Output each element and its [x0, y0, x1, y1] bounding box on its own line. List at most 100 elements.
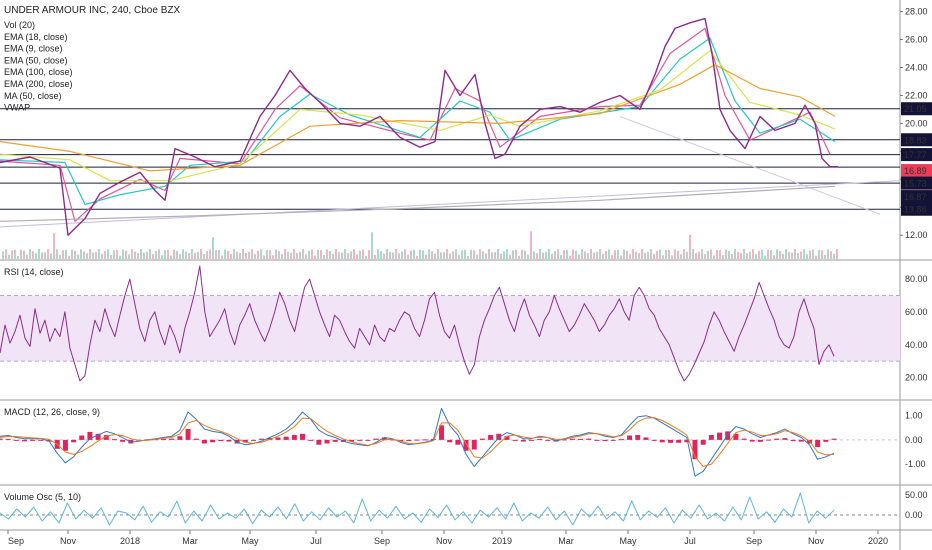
macd-histogram-bar [643, 437, 649, 440]
volume-bar [668, 250, 670, 260]
macd-histogram-bar [242, 439, 248, 443]
price-badge-label-1: 18.83 [904, 135, 927, 145]
volume-bar [209, 249, 211, 260]
volume-bar [269, 250, 271, 260]
volume-bar [107, 249, 109, 260]
volume-bar [617, 249, 619, 260]
volume-bar [137, 253, 139, 260]
volume-bar [782, 253, 784, 260]
volume-bar [572, 249, 574, 260]
volume-bar [383, 253, 385, 260]
macd-histogram-bar [87, 431, 93, 440]
volume-bar [407, 254, 409, 260]
volume-bar [173, 249, 175, 260]
volume-osc-tick-1: 50.00 [905, 490, 928, 500]
volume-bar [155, 250, 157, 260]
volume-bar [95, 252, 97, 260]
macd-histogram-bar [496, 433, 502, 440]
macd-histogram-bar [708, 435, 714, 440]
volume-bar [716, 250, 718, 260]
volume-bar [803, 249, 805, 260]
volume-bar [749, 251, 751, 260]
macd-histogram-bar [447, 439, 453, 443]
macd-histogram-bar [463, 439, 469, 451]
volume-bar [818, 249, 820, 260]
volume-bar [743, 249, 745, 260]
macd-histogram-bar [757, 439, 763, 442]
volume-bar [761, 249, 763, 260]
macd-histogram-bar [504, 436, 510, 440]
volume-bar [380, 251, 382, 260]
volume-bar [338, 252, 340, 260]
volume-bar [437, 249, 439, 260]
volume-bar [755, 254, 757, 260]
volume-bar [191, 249, 193, 260]
volume-bar [611, 255, 613, 260]
volume-bar [116, 249, 118, 260]
macd-histogram-bar [128, 439, 134, 444]
macd-histogram-bar [831, 438, 837, 440]
volume-bar [167, 249, 169, 260]
rsi-tick-2: 60.00 [905, 307, 928, 317]
volume-bar [467, 255, 469, 260]
volume-bar [710, 249, 712, 260]
volume-bar [479, 249, 481, 260]
volume-bar [26, 254, 28, 260]
volume-bar [308, 250, 310, 260]
macd-histogram-bar [349, 439, 355, 442]
price-badge-label-2: 17.77 [904, 150, 927, 160]
volume-bar [230, 254, 232, 260]
volume-bar [455, 249, 457, 260]
volume-bar [275, 249, 277, 260]
volume-bar [791, 252, 793, 260]
series-line-1 [0, 37, 836, 206]
macd-histogram-bar [111, 439, 117, 441]
macd-histogram-bar [22, 439, 28, 442]
macd-histogram-bar [283, 436, 289, 440]
macd-line [0, 407, 835, 477]
volume-bar [488, 249, 490, 260]
price-tick-6: 24.00 [905, 63, 928, 73]
volume-bar [80, 249, 82, 260]
volume-bar [71, 249, 73, 260]
volume-bar [8, 254, 10, 260]
macd-histogram-bar [545, 439, 551, 441]
volume-bar [11, 250, 13, 260]
volume-bar [740, 252, 742, 260]
macd-histogram-bar [332, 439, 338, 442]
volume-bar [245, 252, 247, 260]
volume-bar [251, 249, 253, 260]
volume-bar [83, 251, 85, 260]
volume-bar [56, 249, 58, 260]
macd-histogram-bar [602, 439, 608, 442]
volume-bar [551, 253, 553, 260]
macd-histogram-bar [717, 432, 723, 440]
macd-histogram-bar [103, 435, 109, 440]
volume-bar [557, 249, 559, 260]
volume-bar [692, 249, 694, 260]
volume-bar [644, 252, 646, 260]
macd-histogram-bar [161, 438, 167, 440]
volume-bar [665, 250, 667, 260]
volume-bar [608, 249, 610, 260]
volume-bar [92, 252, 94, 260]
volume-bar [290, 252, 292, 260]
volume-bar [398, 253, 400, 260]
volume-bar [569, 255, 571, 260]
volume-bar [671, 255, 673, 260]
macd-histogram-bar [561, 439, 567, 441]
volume-bar [356, 254, 358, 260]
volume-bar [371, 232, 373, 260]
volume-bar [62, 250, 64, 260]
macd-histogram-bar [512, 439, 518, 441]
macd-histogram-bar [62, 439, 68, 451]
volume-bar [233, 249, 235, 260]
macd-histogram-bar [635, 435, 641, 440]
volume-bar [368, 249, 370, 260]
macd-histogram-bar [185, 428, 191, 440]
macd-histogram-bar [790, 439, 796, 442]
volume-bar [758, 250, 760, 260]
macd-histogram-bar [316, 439, 322, 445]
time-tick-11: Jul [684, 536, 696, 546]
